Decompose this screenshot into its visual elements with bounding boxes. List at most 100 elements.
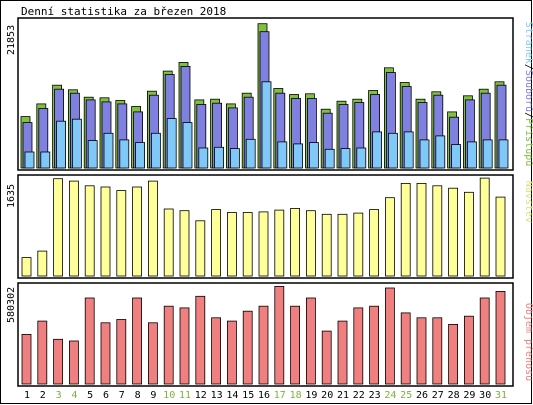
volume-bar: [147, 322, 158, 385]
day-label: 24: [384, 390, 396, 401]
day-label: 6: [103, 390, 109, 401]
day-label: 8: [135, 390, 141, 401]
visits-bar: [226, 212, 237, 277]
day-label: 28: [448, 390, 460, 401]
visits-bar: [369, 209, 380, 277]
day-label: 20: [321, 390, 333, 401]
pages-bar: [24, 151, 35, 169]
pages-bar: [245, 138, 256, 169]
day-label: 23: [369, 390, 381, 401]
day-label: 25: [400, 390, 412, 401]
visits-bar: [353, 212, 364, 277]
pages-bar: [182, 122, 193, 169]
pages-bar: [87, 140, 98, 169]
day-label: 12: [195, 390, 207, 401]
day-label: 26: [416, 390, 428, 401]
day-label: 15: [242, 390, 254, 401]
pages-bar: [277, 141, 288, 169]
visits-bar: [84, 185, 95, 277]
day-label: 27: [432, 390, 444, 401]
day-label: 30: [479, 390, 491, 401]
day-label: 2: [40, 390, 46, 401]
pages-bar: [56, 120, 66, 169]
legend-files: Souborů: [523, 70, 533, 112]
pages-bar: [482, 139, 493, 169]
traffic-bars: [20, 23, 509, 169]
day-label: 10: [163, 390, 175, 401]
visits-bar: [448, 187, 459, 277]
pages-bar: [119, 139, 130, 169]
day-label: 3: [56, 390, 62, 401]
pages-bar: [135, 142, 146, 169]
pages-bar: [103, 132, 114, 169]
day-label: 5: [87, 390, 93, 401]
pages-bar: [419, 139, 430, 169]
pages-bar: [498, 139, 509, 169]
visits-bar: [37, 250, 48, 277]
volume-legend: Objem přenosu: [523, 303, 533, 381]
pages-bar: [356, 147, 367, 169]
volume-bar: [100, 322, 111, 385]
visits-bar: [211, 209, 222, 277]
volume-bar: [163, 305, 174, 385]
day-label: 13: [211, 390, 223, 401]
visits-bar: [242, 212, 253, 277]
visits-bar: [100, 186, 111, 277]
visits-bar: [21, 257, 32, 277]
volume-bar: [37, 320, 48, 385]
volume-bar: [321, 330, 332, 385]
volume-bar: [400, 312, 411, 385]
pages-bar: [166, 118, 177, 169]
volume-bar: [226, 320, 237, 385]
legend-sep-2: /: [523, 112, 533, 118]
visits-bar: [463, 191, 474, 277]
day-label: 19: [305, 390, 317, 401]
pages-bar: [261, 81, 272, 169]
volume-bar: [369, 305, 380, 385]
legend-hits: Přístupů: [523, 118, 533, 166]
visits-bar: [432, 185, 443, 277]
visits-bar: [290, 207, 301, 277]
volume-bar: [195, 295, 206, 385]
visits-bar: [163, 208, 174, 277]
day-label: 16: [258, 390, 270, 401]
visits-bar: [337, 213, 348, 277]
visits-bar: [274, 209, 285, 277]
visits-bar: [69, 180, 79, 277]
volume-bar: [463, 315, 474, 385]
volume-bar: [495, 290, 506, 385]
day-label: 18: [290, 390, 302, 401]
traffic-ymax-label: 21853: [6, 25, 17, 55]
pages-bar: [372, 131, 383, 169]
volume-bar: [416, 317, 427, 385]
day-label: 1: [24, 390, 30, 401]
volume-bar: [432, 317, 443, 385]
visits-bar: [179, 210, 190, 277]
pages-bar: [451, 144, 462, 169]
pages-bar: [403, 131, 414, 169]
pages-bar: [293, 143, 304, 169]
day-label: 31: [495, 390, 507, 401]
pages-bar: [72, 118, 82, 169]
volume-bar: [353, 307, 364, 385]
legend-sep-1: /: [523, 64, 533, 70]
volume-ymax-label: 580302: [6, 287, 17, 323]
visits-bar: [416, 182, 427, 277]
visits-bar: [321, 213, 332, 277]
day-label: 21: [337, 390, 349, 401]
visits-bar: [384, 197, 395, 277]
volume-bar: [242, 310, 253, 385]
traffic-legend: Stránek/Souborů/Přístupů: [523, 22, 533, 167]
pages-bar: [435, 135, 446, 169]
pages-bar: [150, 132, 161, 169]
visits-bar: [258, 211, 269, 277]
visits-bars: [21, 177, 506, 277]
visits-bar: [305, 210, 316, 277]
visits-ymax-label: 1635: [6, 184, 17, 208]
pages-bar: [340, 148, 351, 169]
volume-bar: [290, 305, 301, 385]
day-label: 14: [226, 390, 238, 401]
volume-bar: [116, 319, 127, 385]
legend-pages: Stránek: [523, 22, 533, 64]
